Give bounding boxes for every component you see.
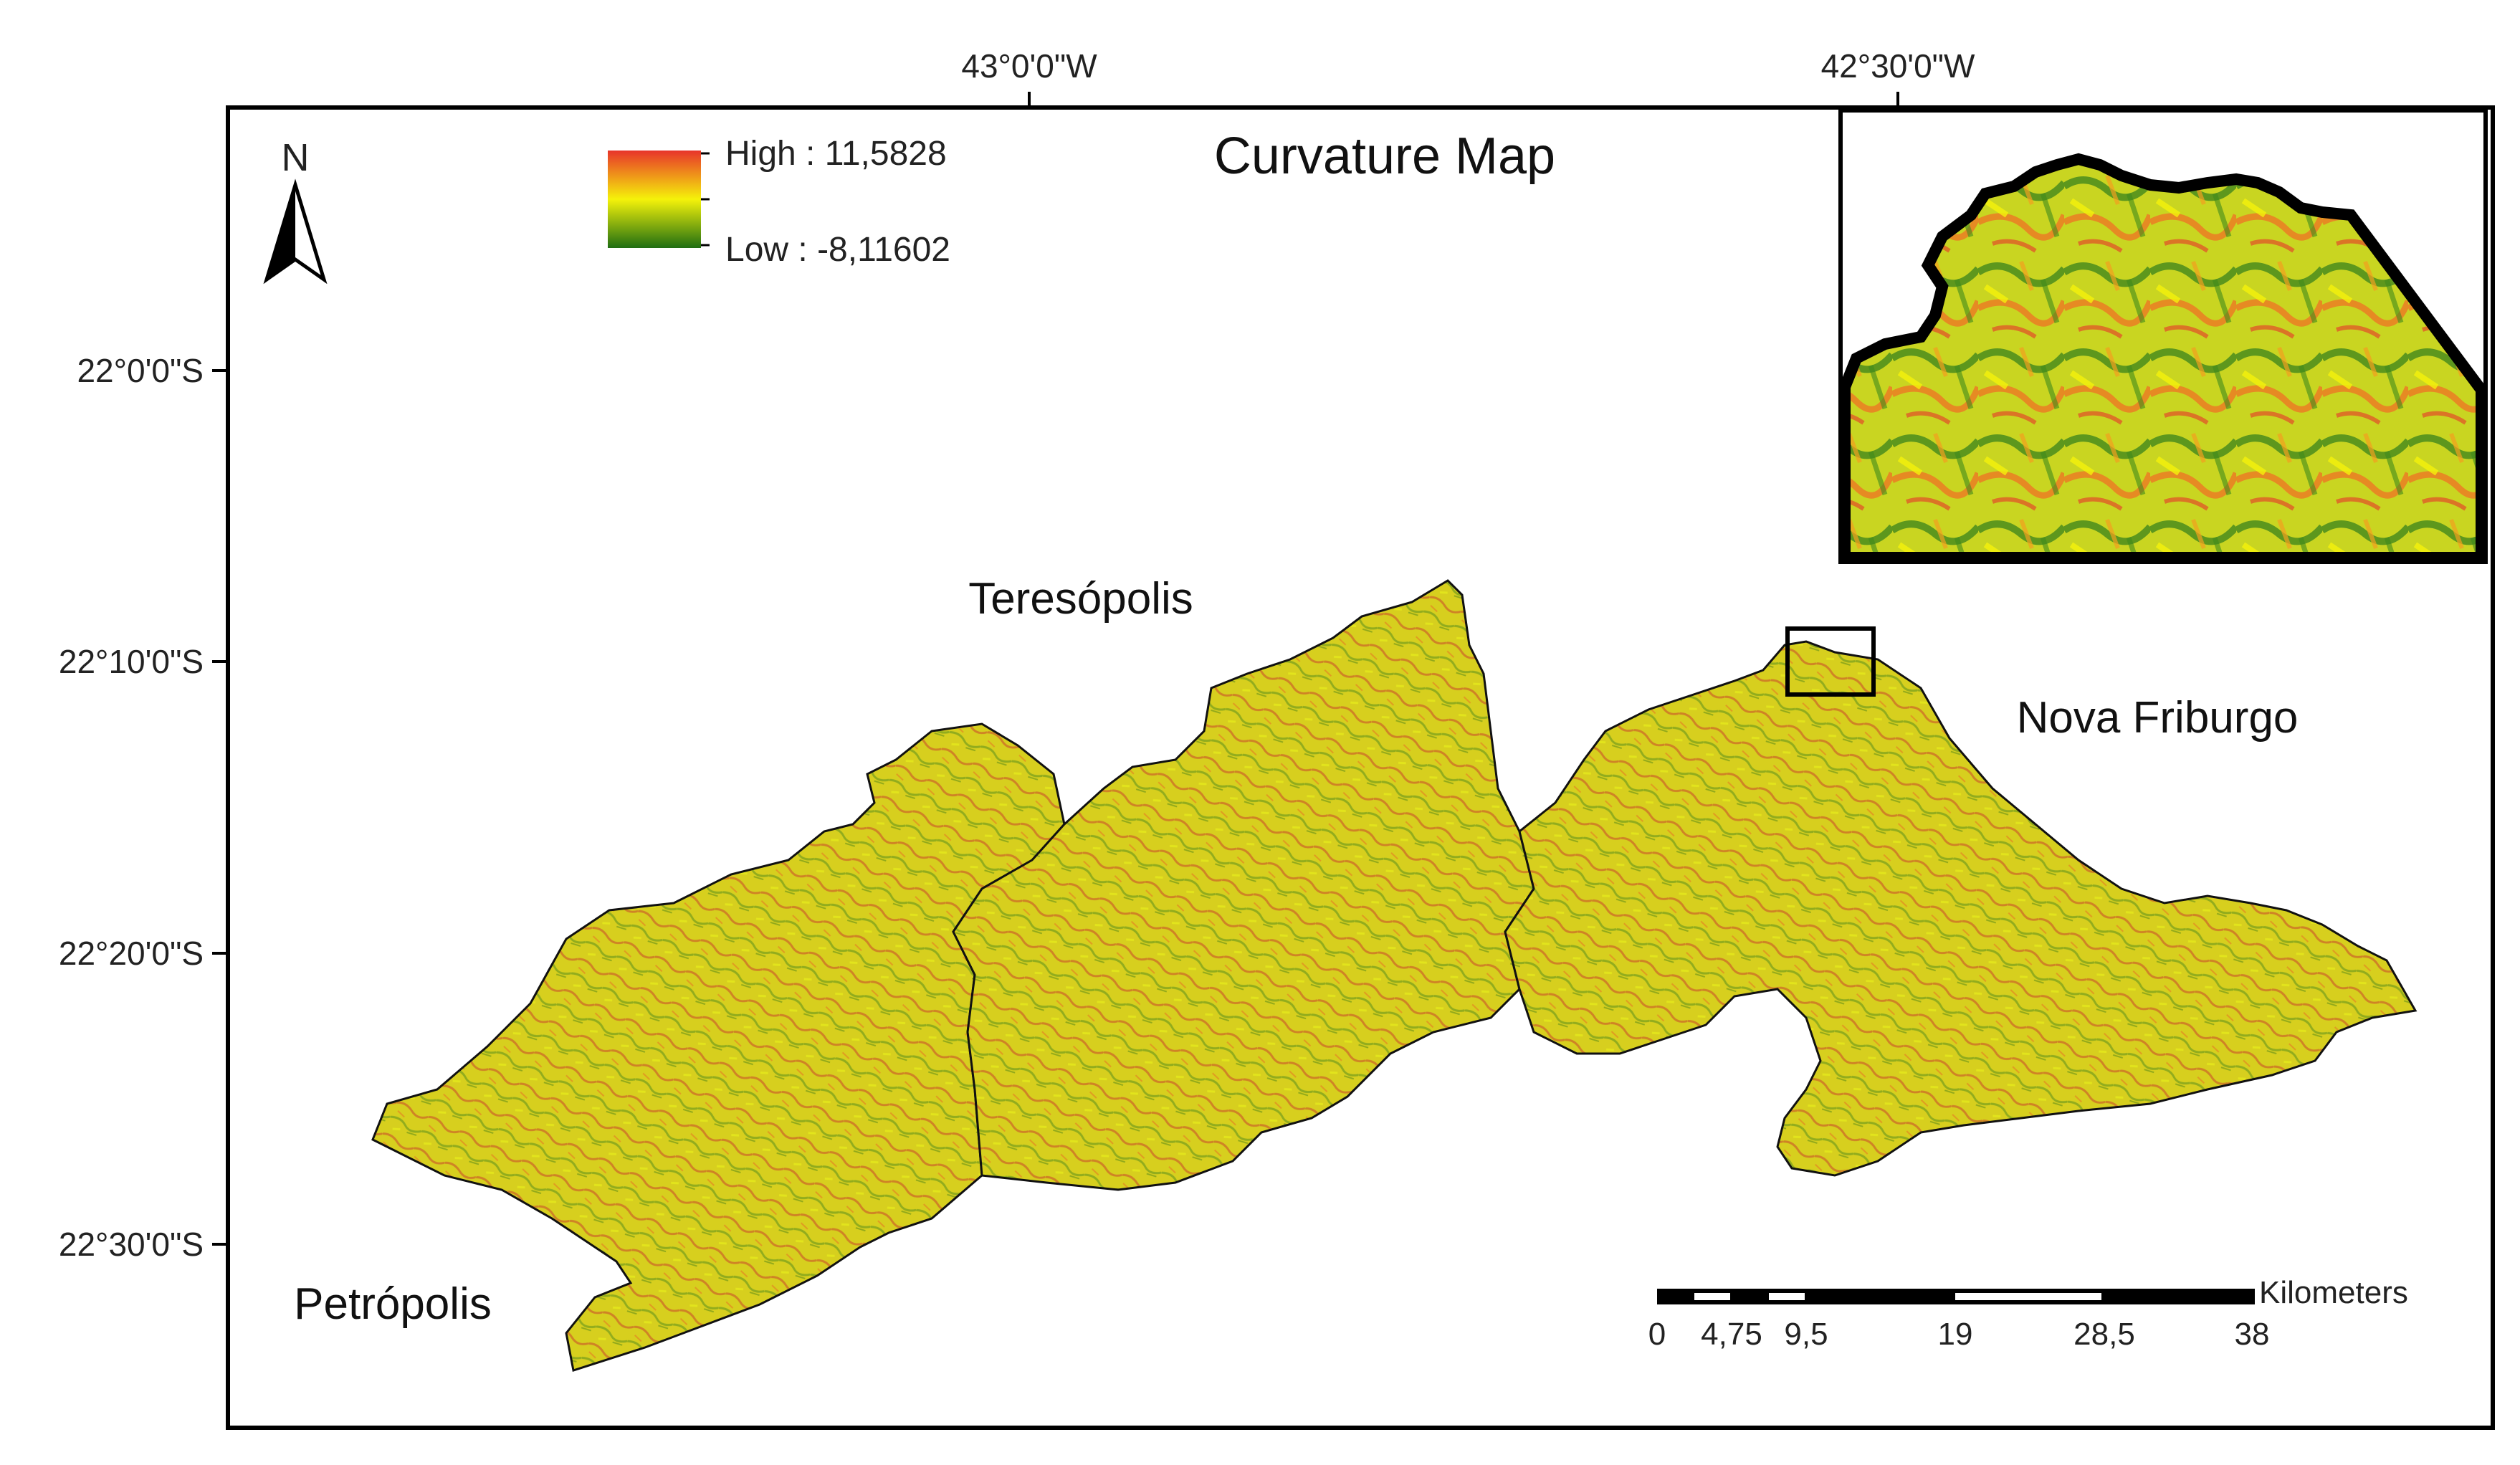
- latitude-label-22-30s: 22°30'0"S: [59, 1226, 204, 1263]
- latitude-label-22s: 22°0'0"S: [77, 352, 204, 389]
- scale-unit: Kilometers: [2259, 1275, 2408, 1310]
- graticule-ticks: [212, 92, 1899, 1246]
- north-arrow: N: [263, 136, 328, 285]
- scale-bar: Kilometers 0 4,75 9,5 19 28,5 38: [1648, 1275, 2408, 1352]
- nova-friburgo-region: [1504, 640, 2418, 1177]
- inset-map: [1838, 108, 2488, 564]
- legend: High : 11,5828 Low : -8,11602: [608, 135, 950, 269]
- petropolis-region: [371, 722, 1066, 1372]
- study-area: [371, 579, 2418, 1372]
- legend-color-ramp: [608, 151, 701, 248]
- inset-terrain: [1839, 153, 2487, 563]
- map-title: Curvature Map: [1214, 128, 1555, 185]
- longitude-label-42-30w: 42°30'0"W: [1821, 47, 1975, 85]
- latitude-label-22-20s: 22°20'0"S: [59, 935, 204, 972]
- scale-tick-19: 19: [1938, 1317, 1973, 1352]
- legend-high-label: High : 11,5828: [725, 135, 947, 173]
- city-label-petropolis: Petrópolis: [294, 1279, 492, 1329]
- scale-tick-0: 0: [1648, 1317, 1666, 1352]
- teresopolis-region: [952, 579, 1535, 1191]
- scale-tick-28-5: 28,5: [2073, 1317, 2135, 1352]
- latitude-label-22-10s: 22°10'0"S: [59, 643, 204, 680]
- inset-locator-box: [1785, 626, 1876, 697]
- city-label-teresopolis: Teresópolis: [968, 574, 1193, 624]
- scale-tick-38: 38: [2235, 1317, 2270, 1352]
- scale-tick-4-75: 4,75: [1701, 1317, 1762, 1352]
- legend-low-label: Low : -8,11602: [725, 231, 950, 269]
- city-label-nova-friburgo: Nova Friburgo: [2017, 693, 2299, 743]
- scale-tick-9-5: 9,5: [1784, 1317, 1828, 1352]
- longitude-label-43w: 43°0'0"W: [961, 47, 1097, 85]
- north-label: N: [282, 136, 310, 179]
